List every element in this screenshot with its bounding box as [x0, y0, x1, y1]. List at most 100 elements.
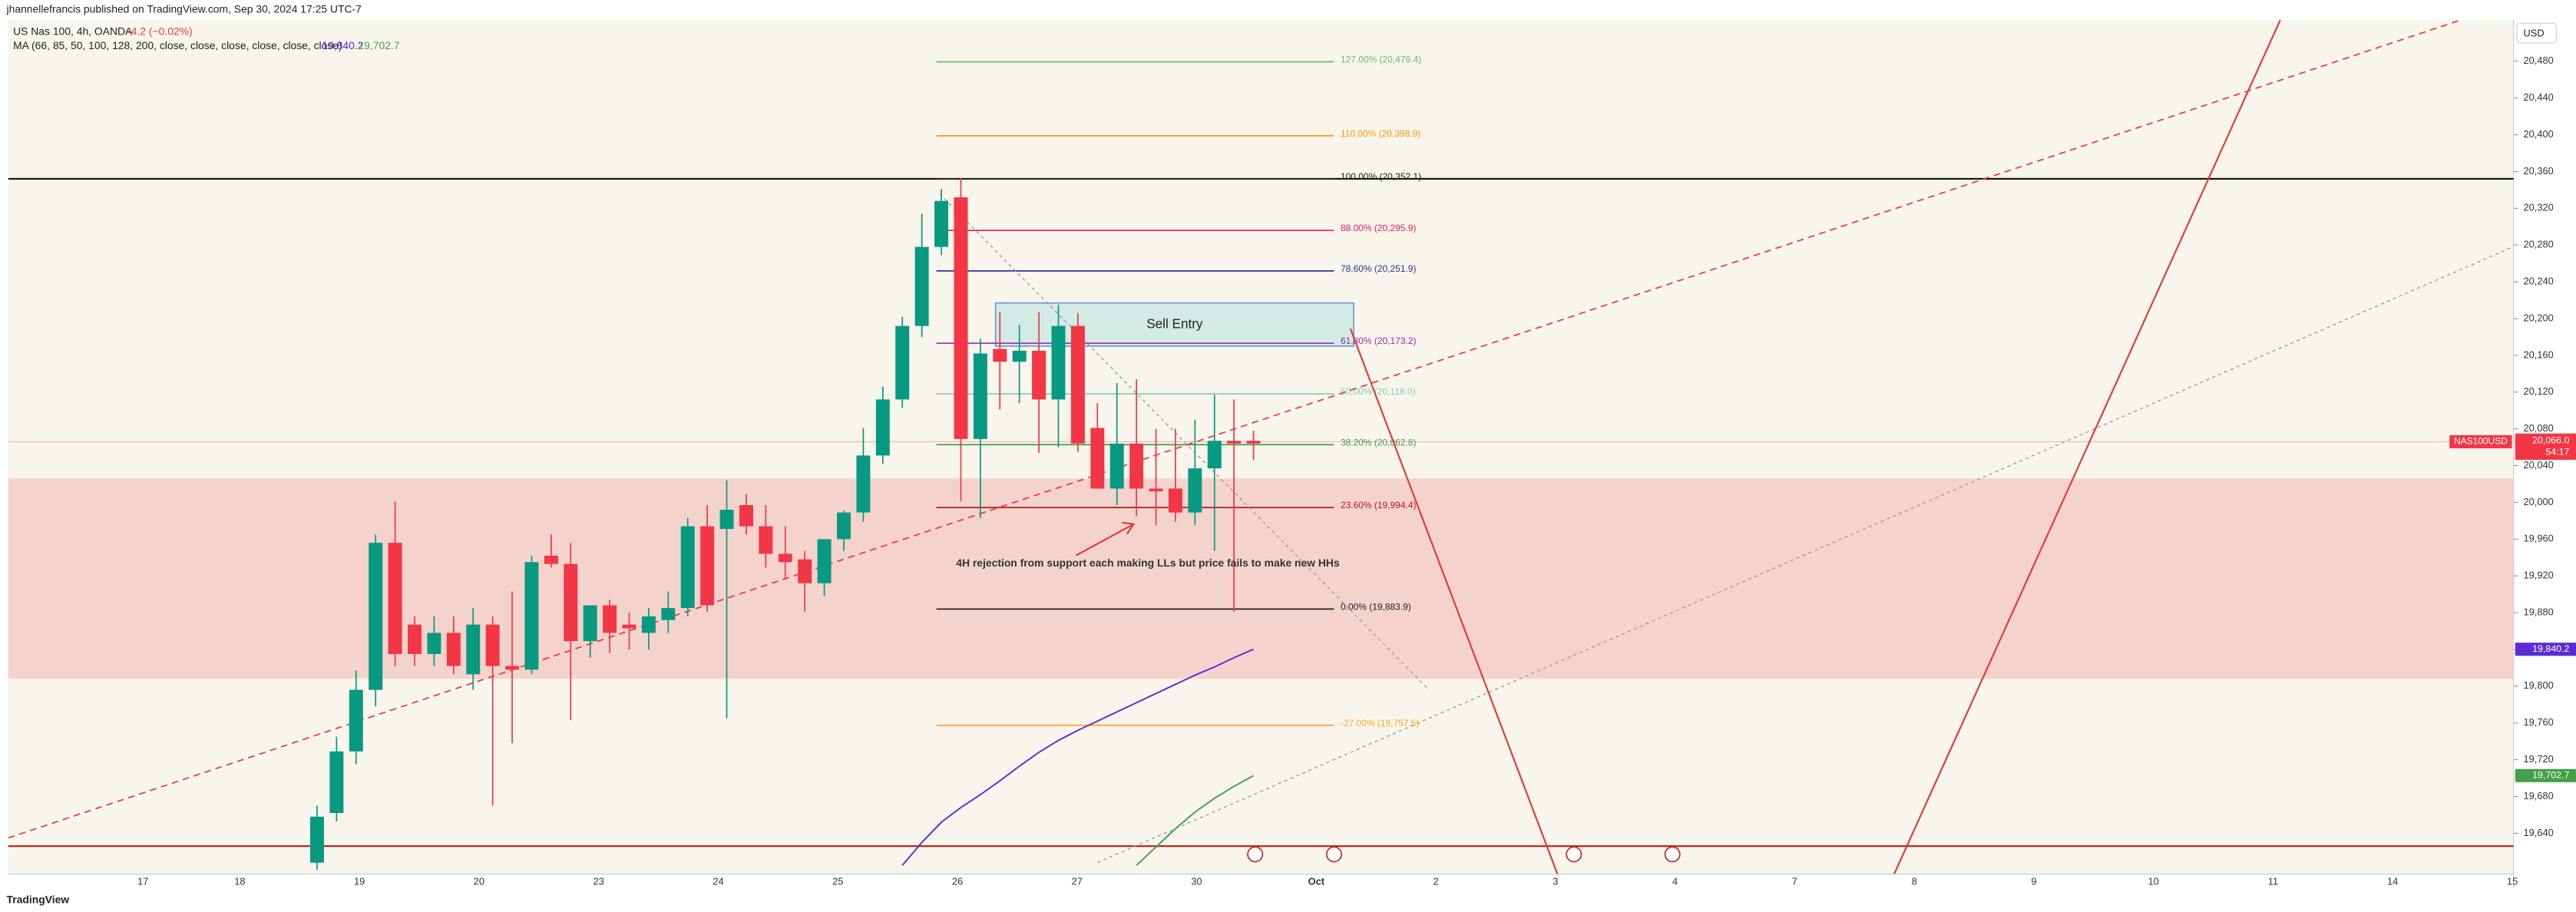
candle-body [895, 325, 910, 400]
event-icon[interactable] [1247, 846, 1264, 863]
candle-body [505, 666, 520, 670]
candle-body [973, 353, 987, 439]
event-icon[interactable] [1566, 846, 1582, 863]
x-tick-label: 7 [1792, 876, 1797, 887]
ma-badge [2515, 643, 2576, 656]
candle-body [719, 509, 734, 530]
candle-body [954, 197, 968, 439]
candle-body [524, 562, 539, 670]
symbol-label: NAS100USD [2454, 436, 2508, 447]
candle-body [1012, 350, 1027, 362]
x-tick-label: 15 [2507, 876, 2518, 887]
candle-body [466, 624, 481, 675]
brand: TradingView [7, 893, 70, 905]
candle-body [544, 555, 558, 564]
candle-body [1168, 488, 1182, 513]
candle-body [1149, 488, 1163, 492]
candle-body [1188, 468, 1202, 513]
candle-body [1070, 325, 1085, 444]
publisher: jhannellefrancis published on TradingVie… [6, 3, 362, 15]
ma-value: 19,840.2 [322, 39, 363, 51]
x-tick-label: 27 [1072, 876, 1083, 887]
x-tick-label: 10 [2148, 876, 2159, 887]
support-zone [8, 478, 2514, 679]
trend-line [939, 193, 1430, 691]
ma-badge-label: 19,702.7 [2532, 770, 2569, 781]
candle-body [837, 512, 851, 540]
candle-body [349, 689, 363, 752]
sell-label: Sell Entry [1146, 316, 1203, 331]
x-tick-label: 19 [354, 876, 365, 887]
candle-body [408, 624, 422, 654]
event-icon[interactable] [1664, 846, 1681, 863]
candle-body [1109, 443, 1124, 489]
y-tick-label: 20,440 [2524, 91, 2554, 103]
candle-body [817, 539, 832, 583]
projection-line [1893, 19, 2281, 874]
y-tick-label: 20,400 [2524, 128, 2554, 140]
y-tick-label: 20,200 [2524, 312, 2554, 323]
candle-body [583, 605, 597, 642]
x-tick-label: 2 [1433, 876, 1438, 887]
candle-body [914, 246, 929, 326]
candle-body [446, 633, 461, 666]
ma-legend: MA (66, 85, 50, 100, 128, 200, close, cl… [13, 39, 342, 51]
plot-area [8, 19, 2514, 874]
fib-label: 38.20% (20,062.8) [1341, 437, 1416, 448]
candle-body [388, 543, 402, 654]
y-tick-label: 20,160 [2524, 349, 2554, 360]
candle-body [1246, 441, 1261, 444]
y-tick-label: 19,720 [2524, 753, 2554, 765]
x-tick-label: 24 [713, 876, 723, 887]
ma-value: 19,702.7 [358, 39, 399, 51]
countdown: 54:17 [2545, 447, 2569, 458]
x-tick-label: 8 [1912, 876, 1917, 887]
y-tick-label: 19,680 [2524, 790, 2554, 801]
x-tick-label: 14 [2387, 876, 2398, 887]
currency-box[interactable] [2516, 22, 2557, 44]
price-badge [2515, 433, 2576, 460]
y-tick-label: 19,760 [2524, 716, 2554, 728]
ma-line [1136, 775, 1255, 866]
price-badge-label: 20,066.0 [2532, 435, 2569, 446]
candle-body [603, 605, 617, 633]
ma-badge-label: 19,840.2 [2532, 643, 2569, 654]
candle-body [856, 455, 871, 513]
x-tick-label: 11 [2268, 876, 2278, 887]
candle-body [329, 751, 344, 814]
y-tick-label: 19,880 [2524, 606, 2554, 617]
fib-label: 110.00% (20,398.9) [1341, 128, 1420, 139]
event-icon[interactable] [1325, 846, 1342, 863]
candle-body [485, 624, 500, 666]
ma-line [901, 648, 1254, 866]
y-tick-label: 19,960 [2524, 533, 2554, 544]
y-tick-label: 19,640 [2524, 827, 2554, 838]
overlay: 19,64019,68019,72019,76019,80019,84019,8… [137, 55, 2576, 887]
title: US Nas 100, 4h, OANDA [13, 25, 133, 38]
candle-body [427, 633, 441, 654]
projection-line [1349, 328, 1559, 874]
y-tick-label: 20,280 [2524, 239, 2554, 250]
currency[interactable]: USD [2524, 27, 2545, 38]
fib-label: 100.00% (20,352.1) [1341, 171, 1421, 182]
candle-body [778, 553, 792, 563]
symbol-badge [2449, 435, 2512, 448]
y-tick-label: 20,120 [2524, 385, 2554, 397]
change: −4.2 (−0.02%) [125, 25, 193, 38]
candle-body [1051, 325, 1066, 400]
candle-body [759, 526, 773, 554]
x-tick-label: 23 [594, 876, 604, 887]
y-tick-label: 20,040 [2524, 459, 2554, 471]
y-tick-label: 19,800 [2524, 679, 2554, 691]
candle-body [1129, 443, 1144, 489]
candle-body [564, 563, 578, 642]
candle-body [739, 505, 753, 527]
candle-body [680, 526, 695, 609]
x-tick-label: 18 [234, 876, 245, 887]
candle-body [369, 543, 383, 690]
candle-body [875, 399, 890, 456]
y-tick-label: 20,240 [2524, 275, 2554, 286]
x-tick-label: 3 [1553, 876, 1558, 887]
